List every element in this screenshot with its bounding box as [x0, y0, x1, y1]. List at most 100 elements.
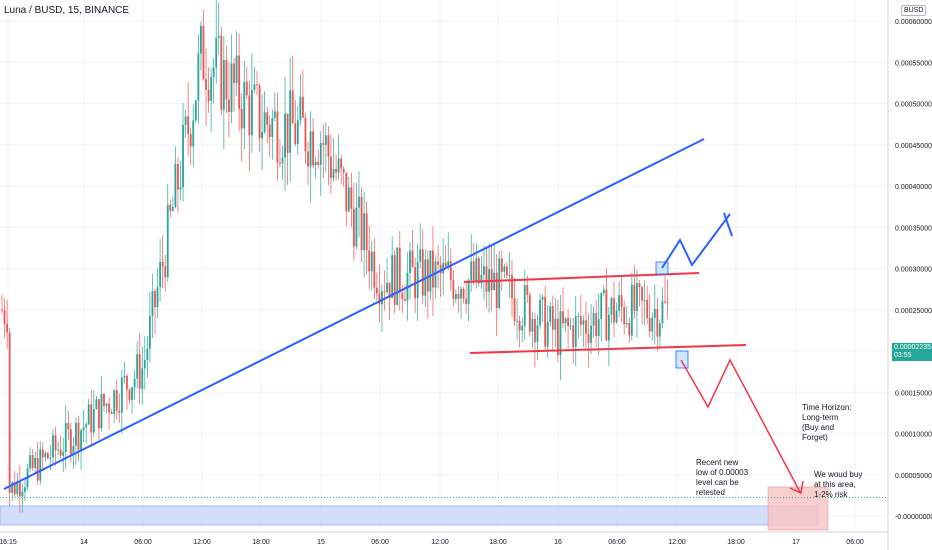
- candle-body: [393, 255, 396, 305]
- candle-body: [477, 258, 480, 284]
- candle-body: [164, 266, 167, 278]
- candle-body: [506, 266, 508, 276]
- candle-body: [243, 81, 246, 129]
- candle-body: [171, 207, 174, 211]
- candle-body: [546, 321, 549, 347]
- candle-body: [462, 289, 465, 299]
- candle-body: [636, 283, 638, 312]
- candle-body: [281, 157, 284, 164]
- candle-body: [337, 158, 340, 173]
- candle-body: [16, 481, 19, 495]
- candle-body: [253, 84, 256, 90]
- candle-body: [536, 325, 539, 343]
- channel-top-line: [463, 272, 700, 283]
- candle-body: [233, 63, 235, 83]
- candle-body: [646, 299, 649, 318]
- candle-body: [317, 161, 320, 165]
- bullish-arrowhead: [723, 212, 733, 237]
- candle-body: [638, 283, 641, 288]
- candle-body: [75, 422, 77, 446]
- candle-body: [103, 394, 105, 406]
- x-tick-label: 18:00: [252, 539, 270, 546]
- candle-body: [455, 293, 457, 300]
- candle-body: [396, 247, 399, 305]
- candle-body: [602, 289, 605, 294]
- candle-body: [154, 291, 156, 308]
- candle-body: [630, 284, 633, 336]
- candle-body: [266, 112, 269, 125]
- candle-body: [526, 285, 529, 295]
- candle-body: [480, 274, 483, 284]
- candle-body: [228, 99, 230, 112]
- candle-body: [648, 317, 651, 332]
- candle-body: [595, 313, 598, 336]
- time-horizon-note: Time Horizon: Long-term (Buy and Forget): [802, 403, 852, 442]
- candle-body: [110, 412, 113, 415]
- candle-body: [355, 207, 358, 247]
- candle-body: [205, 79, 207, 91]
- candle-body: [541, 296, 544, 300]
- candle-body: [620, 295, 623, 308]
- candle-body: [182, 124, 184, 188]
- candle-body: [36, 457, 39, 481]
- candle-body: [174, 164, 177, 208]
- candle-body: [549, 306, 552, 322]
- candle-body: [539, 299, 541, 326]
- candle-body: [360, 196, 363, 251]
- candle-body: [194, 100, 197, 121]
- y-tick-label: 0.00040000: [895, 184, 932, 191]
- candle-body: [503, 266, 506, 272]
- candle-body: [143, 359, 146, 369]
- candle-body: [368, 250, 371, 272]
- candle-body: [289, 90, 292, 153]
- candle-body: [197, 53, 200, 101]
- candle-body: [567, 318, 569, 327]
- candle-body: [467, 280, 470, 304]
- candle-body: [146, 348, 149, 360]
- candle-body: [100, 394, 103, 429]
- candle-body: [582, 320, 585, 325]
- candle-body: [47, 453, 49, 459]
- candle-body: [80, 430, 82, 450]
- candle-body: [597, 319, 600, 336]
- candle-body: [373, 251, 376, 288]
- candle-body: [276, 111, 279, 163]
- candle-body: [49, 457, 52, 459]
- y-tick-label: 0.00055000: [895, 60, 932, 67]
- candle-body: [498, 258, 501, 309]
- candle-body: [92, 408, 95, 433]
- candle-body: [641, 287, 643, 301]
- candle-body: [444, 262, 447, 267]
- candle-body: [21, 491, 24, 497]
- candle-body: [416, 261, 419, 299]
- candle-body: [347, 187, 350, 212]
- candle-body: [559, 311, 562, 356]
- candle-body: [95, 399, 98, 409]
- candle-body: [123, 375, 126, 378]
- candle-body: [309, 131, 312, 167]
- candle-body: [113, 390, 116, 415]
- candle-body: [98, 399, 100, 429]
- candle-body: [353, 208, 355, 247]
- candle-body: [64, 422, 67, 453]
- candle-body: [222, 60, 225, 110]
- candle-body: [258, 85, 261, 139]
- candle-body: [544, 296, 547, 347]
- candle-body: [291, 90, 294, 124]
- currency-button[interactable]: BUSD: [901, 5, 927, 16]
- candle-body: [511, 275, 513, 299]
- candle-body: [345, 172, 348, 212]
- x-tick-label: 14: [80, 539, 88, 546]
- candle-body: [460, 289, 462, 299]
- candle-body: [105, 403, 108, 406]
- ascending-trendline: [3, 138, 705, 490]
- candle-body: [319, 143, 322, 165]
- y-tick-label: 0.00025000: [895, 308, 932, 315]
- candle-body: [572, 325, 575, 347]
- x-tick-label: 18:00: [489, 539, 507, 546]
- candle-body: [225, 60, 228, 100]
- y-tick-label: 0.00010000: [895, 432, 932, 439]
- candle-body: [69, 429, 72, 456]
- candle-body: [159, 261, 161, 288]
